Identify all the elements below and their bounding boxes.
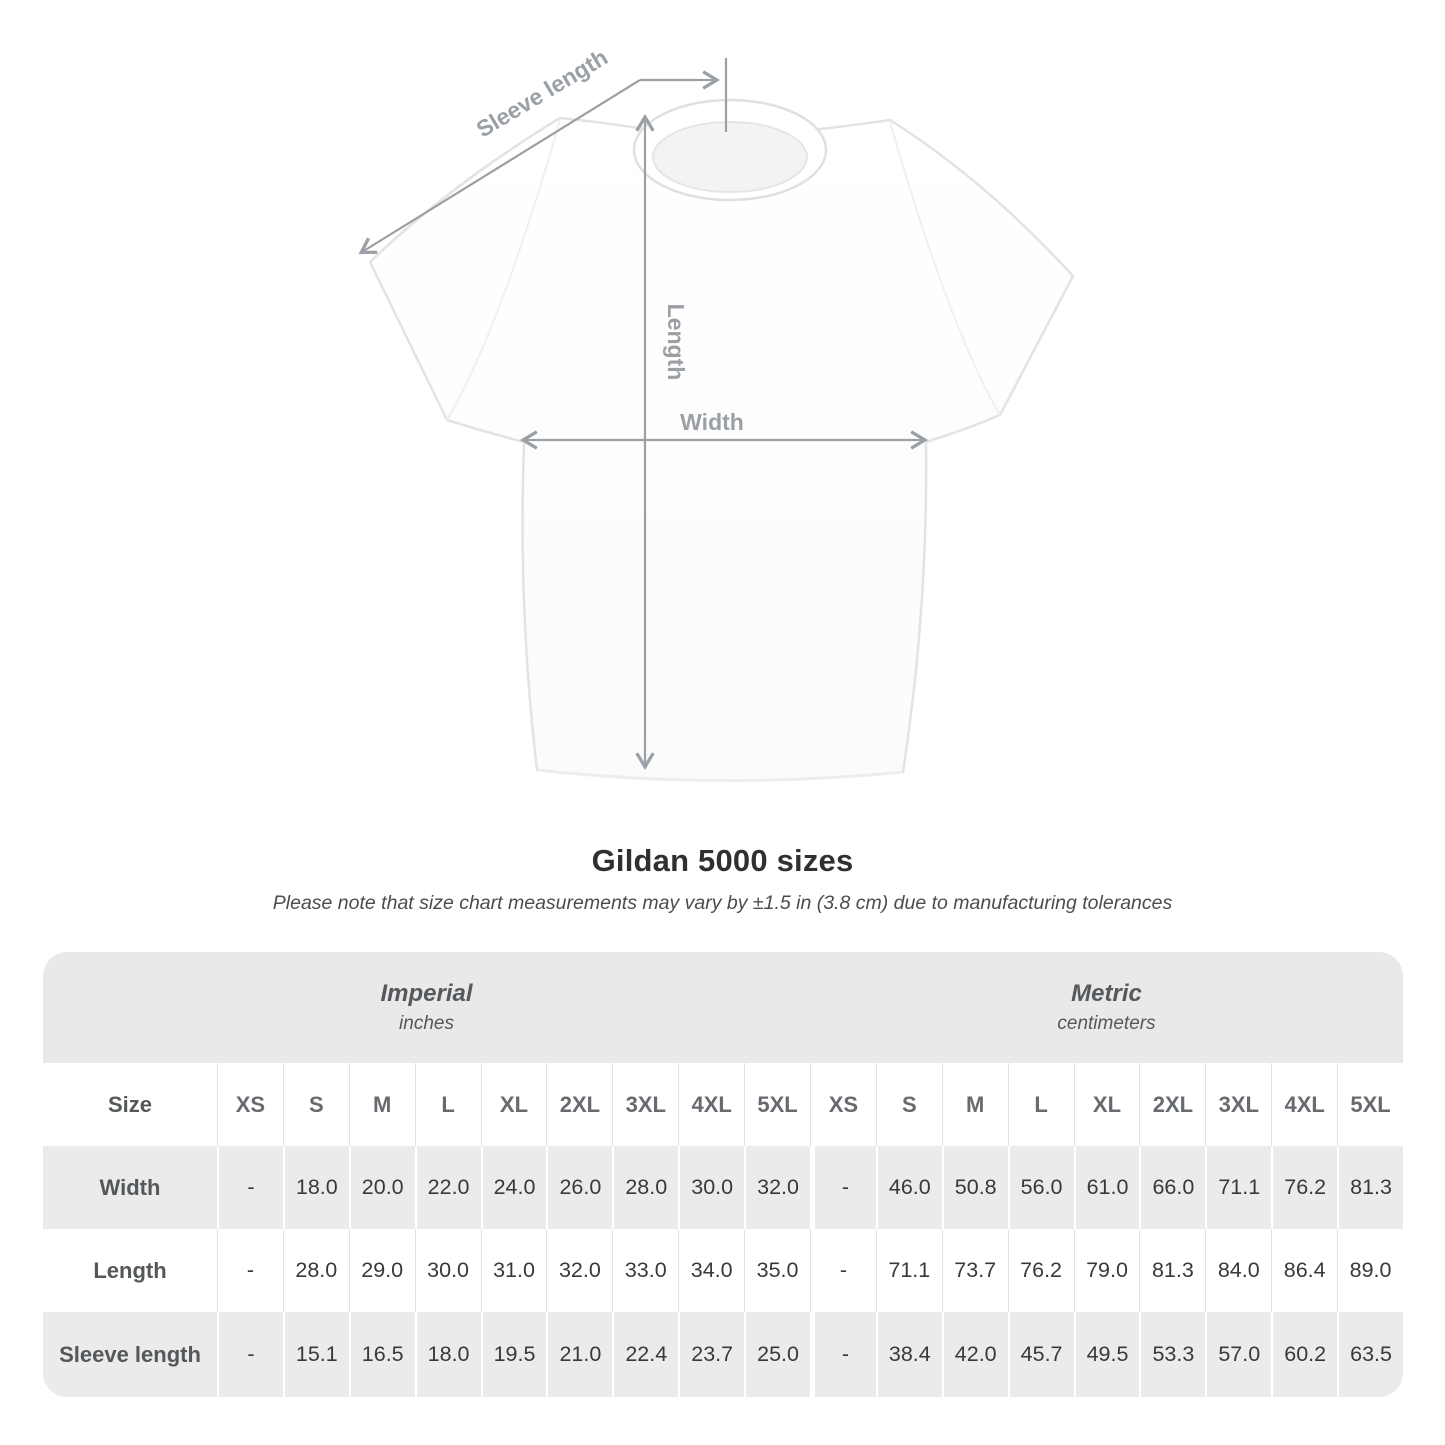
value-cell: 30.0: [414, 1229, 481, 1312]
size-col: S: [875, 1063, 942, 1146]
value-cell: 22.4: [612, 1312, 679, 1397]
value-cell: 76.2: [1271, 1146, 1338, 1229]
value-cell: 46.0: [875, 1146, 942, 1229]
size-col: 4XL: [1271, 1063, 1337, 1146]
value-cell: 73.7: [941, 1229, 1008, 1312]
value-cell: 18.0: [414, 1312, 481, 1397]
value-cell: 20.0: [348, 1146, 415, 1229]
value-cell: 45.7: [1007, 1312, 1074, 1397]
collar-inner: [652, 121, 808, 193]
value-cell: 21.0: [546, 1312, 613, 1397]
value-cell: 28.0: [612, 1146, 679, 1229]
size-col: S: [282, 1063, 349, 1146]
value-cell: 38.4: [875, 1312, 942, 1397]
value-cell: 66.0: [1139, 1146, 1206, 1229]
value-cell: 50.8: [941, 1146, 1008, 1229]
size-col: 3XL: [1205, 1063, 1271, 1146]
value-cell: 76.2: [1007, 1229, 1074, 1312]
size-col: XL: [480, 1063, 547, 1146]
size-col: XS: [809, 1063, 876, 1146]
value-cell: 56.0: [1007, 1146, 1074, 1229]
size-col: XS: [217, 1063, 283, 1146]
value-cell: 25.0: [744, 1312, 810, 1397]
size-col: 5XL: [744, 1063, 810, 1146]
imperial-band: Imperial inches: [43, 952, 810, 1063]
value-cell: 60.2: [1271, 1312, 1338, 1397]
value-cell: 24.0: [480, 1146, 547, 1229]
row-label: Sleeve length: [43, 1312, 217, 1397]
metric-title: Metric: [1071, 980, 1142, 1007]
unit-band: Imperial inches Metric centimeters: [43, 952, 1403, 1063]
size-header-label: Size: [107, 1091, 153, 1117]
value-cell: 84.0: [1205, 1229, 1271, 1312]
width-label: Width: [680, 409, 744, 435]
value-cell: 26.0: [546, 1146, 613, 1229]
value-cell: 32.0: [546, 1229, 612, 1312]
value-cell: 32.0: [744, 1146, 810, 1229]
value-cell: 42.0: [941, 1312, 1008, 1397]
size-col: 3XL: [612, 1063, 678, 1146]
value-cell: 86.4: [1271, 1229, 1337, 1312]
imperial-unit: inches: [399, 1013, 454, 1034]
tshirt-measurement-figure: Sleeve length Length Width: [358, 44, 1075, 783]
sleeve-length-row: Sleeve length - 15.1 16.5 18.0 19.5 21.0…: [43, 1312, 1403, 1397]
value-cell: 71.1: [1205, 1146, 1272, 1229]
value-cell: 29.0: [348, 1229, 415, 1312]
size-col: M: [348, 1063, 415, 1146]
size-col: L: [1007, 1063, 1074, 1146]
size-col: 5XL: [1337, 1063, 1403, 1146]
tolerance-note: Please note that size chart measurements…: [272, 892, 1173, 914]
title-block: Gildan 5000 sizes Please note that size …: [0, 843, 1445, 915]
value-cell: -: [217, 1312, 283, 1397]
value-cell: -: [217, 1229, 283, 1312]
size-col: L: [414, 1063, 481, 1146]
sleeve-length-arrow: [358, 79, 641, 255]
value-cell: 79.0: [1073, 1229, 1140, 1312]
imperial-title: Imperial: [380, 980, 473, 1007]
value-cell: 30.0: [678, 1146, 745, 1229]
value-cell: 28.0: [282, 1229, 349, 1312]
value-cell: 49.5: [1073, 1312, 1140, 1397]
value-cell: 57.0: [1205, 1312, 1272, 1397]
value-cell: 81.3: [1337, 1146, 1403, 1229]
page-title: Gildan 5000 sizes: [591, 843, 854, 878]
value-cell: 34.0: [678, 1229, 744, 1312]
length-row: Length - 28.0 29.0 30.0 31.0 32.0 33.0 3…: [43, 1229, 1403, 1312]
value-cell: 35.0: [744, 1229, 810, 1312]
value-cell: 16.5: [348, 1312, 415, 1397]
value-cell: 23.7: [678, 1312, 745, 1397]
size-col: 2XL: [1139, 1063, 1205, 1146]
metric-unit: centimeters: [1057, 1013, 1156, 1034]
value-cell: 22.0: [414, 1146, 481, 1229]
value-cell: 63.5: [1337, 1312, 1403, 1397]
value-cell: 81.3: [1139, 1229, 1205, 1312]
value-cell: -: [217, 1146, 283, 1229]
value-cell: 61.0: [1073, 1146, 1140, 1229]
value-cell: 53.3: [1139, 1312, 1206, 1397]
width-row: Width - 18.0 20.0 22.0 24.0 26.0 28.0 30…: [43, 1146, 1403, 1229]
value-cell: 71.1: [875, 1229, 942, 1312]
size-table: Imperial inches Metric centimeters Size …: [43, 952, 1403, 1397]
metric-band: Metric centimeters: [810, 952, 1403, 1063]
size-header-row: Size XS S M L XL 2XL 3XL 4XL 5XL XS S M …: [43, 1063, 1403, 1146]
value-cell: -: [809, 1312, 876, 1397]
value-cell: 31.0: [480, 1229, 547, 1312]
row-label: Width: [43, 1146, 217, 1229]
size-col: 4XL: [678, 1063, 744, 1146]
length-label: Length: [663, 304, 689, 381]
value-cell: 18.0: [282, 1146, 349, 1229]
value-cell: 19.5: [480, 1312, 547, 1397]
value-cell: -: [809, 1146, 876, 1229]
value-cell: 33.0: [612, 1229, 678, 1312]
value-cell: 15.1: [282, 1312, 349, 1397]
size-col: XL: [1073, 1063, 1140, 1146]
value-cell: 89.0: [1337, 1229, 1403, 1312]
size-col: 2XL: [546, 1063, 612, 1146]
size-col: M: [941, 1063, 1008, 1146]
row-label: Length: [93, 1257, 167, 1283]
value-cell: -: [809, 1229, 876, 1312]
